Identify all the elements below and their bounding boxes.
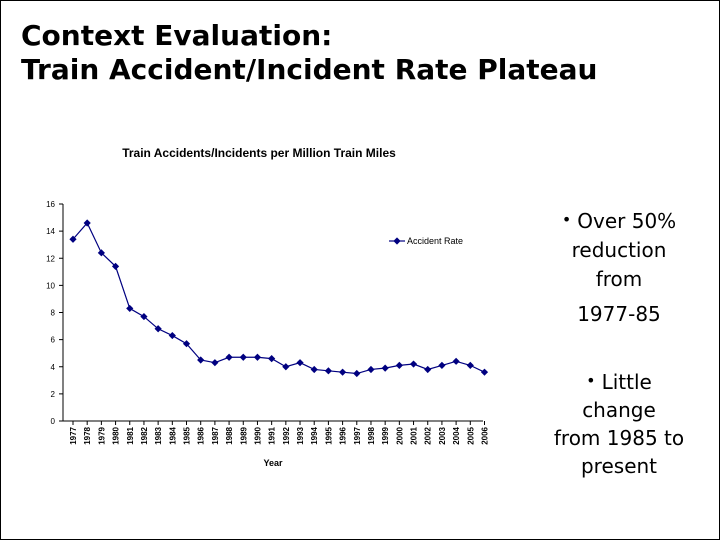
chart-title: Train Accidents/Incidents per Million Tr… [122,146,396,160]
x-tick-label: 1983 [154,426,163,444]
y-tick-label: 2 [51,390,56,399]
slide-title-line-2: Train Accident/Incident Rate Plateau [21,53,598,86]
x-tick-label: 1997 [353,426,362,444]
data-point [310,365,318,374]
data-point [168,331,176,340]
bullet-dot-icon: • [561,210,572,229]
bullet-1-line-1: Over 50% [577,209,677,233]
x-tick-label: 2005 [466,426,475,444]
x-tick-label: 1992 [282,426,291,444]
x-tick-label: 1985 [183,426,192,444]
x-axis-label: Year [263,458,283,468]
x-tick-label: 1996 [339,426,348,444]
bullet-item-1: • Over 50% reduction from 1977-85 [529,205,709,329]
data-point [268,355,276,363]
bullet-2-line-2: change [582,398,656,422]
x-tick-label: 2006 [480,426,489,444]
data-point [211,359,219,367]
x-tick-label: 1982 [140,426,149,444]
slide-title: Context Evaluation: Train Accident/Incid… [21,19,598,87]
data-point [466,361,474,369]
x-tick-label: 1989 [239,426,248,444]
data-point [140,312,148,321]
data-point [225,353,233,361]
x-tick-label: 2001 [410,426,419,444]
data-point [69,235,77,243]
data-point [239,353,247,361]
chart-series [69,219,489,378]
y-tick-label: 8 [51,309,56,318]
data-point [452,357,460,365]
x-tick-label: 1987 [211,426,220,444]
data-point [97,249,105,257]
x-tick-label: 1979 [97,426,106,444]
y-tick-label: 14 [46,227,55,236]
x-tick-label: 2000 [395,426,404,444]
x-tick-label: 1991 [268,426,277,444]
data-point [424,365,432,374]
x-tick-label: 1978 [83,426,92,444]
x-tick-label: 1990 [253,426,262,444]
x-tick-label: 1986 [197,426,206,444]
chart-legend: Accident Rate [389,236,463,246]
data-point [438,361,446,369]
x-tick-label: 1993 [296,426,305,444]
x-tick-label: 1981 [126,426,135,444]
x-tick-label: 1995 [324,426,333,444]
slide-title-line-1: Context Evaluation: [21,19,333,52]
data-point [480,368,489,376]
data-point [282,363,290,371]
bullet-1-line-3: from [595,267,643,291]
legend-marker [393,237,401,245]
data-point [253,353,262,361]
y-axis-ticks: 0 2 4 6 8 10 12 14 16 [46,200,63,426]
bullet-dot-icon: • [586,371,596,390]
x-tick-label: 2002 [424,426,433,444]
data-point [154,325,162,333]
bullet-2-line-3: from 1985 to [553,426,685,450]
data-point [367,365,375,374]
data-point [395,361,403,369]
data-point [381,364,389,372]
data-point [111,262,120,270]
y-tick-label: 16 [46,200,55,209]
x-tick-label: 1998 [367,426,376,444]
bullet-1-line-4: 1977-85 [577,302,661,326]
x-tick-label: 1999 [381,426,390,444]
x-axis-ticks: 1977 1978 1979 1980 1981 1982 1983 1984 1985 1986… [69,421,489,445]
y-tick-label: 10 [46,281,55,290]
data-point [83,219,91,227]
legend-label: Accident Rate [407,236,463,246]
data-point [197,356,205,364]
y-tick-label: 6 [51,336,56,345]
data-point [182,340,191,348]
data-point [409,360,418,368]
bullet-item-2: • Little change from 1985 to present [529,367,709,480]
x-tick-label: 1988 [225,426,234,444]
data-point [353,369,361,378]
x-tick-label: 1980 [112,426,121,444]
x-tick-label: 1977 [69,426,78,444]
data-point [296,359,304,367]
y-tick-label: 0 [51,417,56,426]
x-tick-label: 1994 [310,426,319,444]
bullet-2-line-1: Little [601,370,652,394]
x-tick-label: 2004 [452,426,461,444]
data-point [324,367,333,375]
bullet-2-line-4: present [580,454,658,478]
y-tick-label: 12 [46,254,55,263]
x-tick-label: 2003 [438,426,447,444]
data-point [126,304,134,313]
y-tick-label: 4 [51,363,56,372]
x-tick-label: 1984 [168,426,177,444]
bullet-1-line-2: reduction [571,238,667,262]
data-point [338,368,347,376]
